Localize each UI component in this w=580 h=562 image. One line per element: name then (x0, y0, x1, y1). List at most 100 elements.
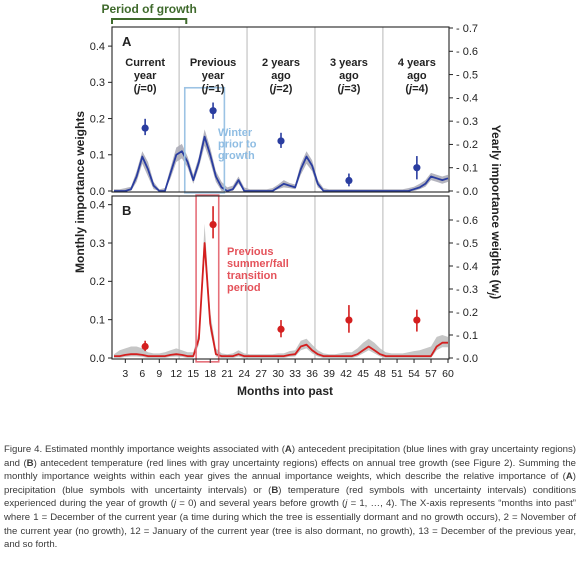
panel-a-right-tick-label: - 0.0 (456, 186, 478, 198)
x-tick-label: 51 (391, 368, 403, 380)
growth-bracket-label: Period of growth (101, 2, 196, 16)
panel-a-yearly-point-4 (413, 164, 421, 172)
panel-b-yearly-point-4 (413, 316, 421, 324)
panel-b-right-tick-label: - 0.0 (456, 353, 478, 365)
figure-caption: Figure 4. Estimated monthly importance w… (4, 443, 576, 552)
figure-chart: 0.0 0.1 0.2 0.3 0.4 - 0.0 - 0.1 - 0.2 - 0.3 - 0.4… (73, 2, 503, 398)
panel-a-right-tick-label: - 0.3 (456, 116, 478, 128)
panel-b-monthly-line (114, 242, 448, 357)
panel-a-right-tick-label: - 0.4 (456, 93, 478, 105)
panel-a-right-tick-label: - 0.2 (456, 139, 478, 151)
winter-annotation-line: prior to (218, 139, 257, 151)
x-tick-label: 12 (170, 368, 182, 380)
year-label-j: (j=0) (134, 83, 157, 95)
y-right-axis-label-sub: j (487, 292, 497, 296)
x-tick-label: 54 (408, 368, 420, 380)
caption-part: j (345, 498, 348, 510)
panel-b-yearly-point-3 (345, 316, 353, 324)
x-tick-label: 3 (122, 368, 128, 380)
caption-part: B (26, 457, 34, 469)
year-label-line1: 4 years (398, 57, 436, 69)
panel-b-uncertainty-band (114, 223, 448, 358)
year-label-line1: 3 years (330, 57, 368, 69)
caption-part: ) antecedent temperature (red lines with… (4, 457, 576, 483)
panel-a-left-tick-label: 0.1 (90, 150, 105, 162)
panel-a-left-tick-label: 0.0 (90, 186, 105, 198)
summer-annotation-line: summer/fall (227, 258, 289, 270)
year-label-j-value: =3) (344, 83, 361, 95)
x-tick-label: 48 (374, 368, 386, 380)
panel-a-right-tick-label: - 0.6 (456, 46, 478, 58)
growth-bracket (111, 18, 188, 24)
year-label-j-value: =0) (140, 83, 157, 95)
year-label-j-value: =1) (208, 83, 225, 95)
x-tick-label: 33 (289, 368, 301, 380)
y-right-axis-label-end: ) (489, 295, 503, 299)
x-tick-label: 6 (139, 368, 145, 380)
year-label-j-var: j (339, 83, 345, 95)
panel-a-yearly-point-2 (277, 137, 285, 145)
panel-b-right-tick-label: - 0.3 (456, 284, 478, 296)
summer-highlight-box (195, 194, 220, 363)
year-label-line1: 2 years (262, 57, 300, 69)
summer-annotation-line: period (227, 282, 261, 294)
panel-b-yearly-point-0 (141, 342, 149, 351)
year-label-j-var: j (271, 83, 277, 95)
panel-a-yearly-point-0 (141, 124, 149, 132)
year-label-j-open: ( (337, 83, 341, 95)
x-tick-label: 27 (255, 368, 267, 380)
x-axis-label: Months into past (237, 384, 333, 398)
x-tick-label: 9 (156, 368, 162, 380)
x-tick-label: 45 (357, 368, 369, 380)
x-tick-label: 57 (425, 368, 437, 380)
x-tick-label: 18 (204, 368, 216, 380)
panel-a-yearly-point-1 (209, 107, 217, 115)
panel-b-left-tick-label: 0.1 (90, 314, 105, 326)
y-right-axis-label-main: Yearly importance weights (w (489, 125, 503, 294)
panel-b-yearly-point-2 (277, 325, 285, 333)
year-label-j-open: ( (405, 83, 409, 95)
winter-annotation-line: growth (218, 150, 255, 162)
panel-a-frame (111, 26, 450, 193)
panel-b-right-tick-label: - 0.6 (456, 215, 478, 227)
panel-a-left-tick-label: 0.2 (90, 113, 105, 125)
panel-b-right-tick-label: - 0.1 (456, 330, 478, 342)
x-tick-label: 42 (340, 368, 352, 380)
summer-annotation-line: Previous (227, 246, 273, 258)
panel-a-monthly-line (114, 135, 449, 192)
caption-part: = 0) and several years before growth ( (176, 498, 346, 510)
panel-a-letter: A (122, 34, 132, 49)
year-label-line2: year (134, 70, 157, 82)
year-label-j-var: j (135, 83, 141, 95)
panel-b-right-tick-label: - 0.4 (456, 261, 478, 273)
x-tick-label: 21 (221, 368, 233, 380)
x-tick-label: 24 (238, 368, 250, 380)
x-tick-label: 39 (323, 368, 335, 380)
winter-annotation-line: Winter (218, 127, 253, 139)
year-label-j: (j=2) (270, 83, 293, 95)
year-label-j-value: =4) (412, 83, 429, 95)
y-left-axis-label: Monthly importance weights (73, 111, 87, 273)
panel-b-right-tick-label: - 0.5 (456, 238, 478, 250)
year-label-j-var: j (203, 83, 209, 95)
year-label-j-value: =2) (276, 83, 293, 95)
caption-part: B (271, 484, 279, 496)
year-label-j: (j=4) (405, 83, 428, 95)
caption-part: A (284, 444, 292, 455)
year-label-j: (j=1) (202, 83, 225, 95)
x-tick-label: 60 (442, 368, 454, 380)
caption-part: ) temperature (red symbols with uncertai… (4, 484, 577, 510)
panel-a-yearly-point-3 (345, 176, 353, 185)
year-label-j-open: ( (202, 83, 206, 95)
year-label-line2: ago (407, 70, 427, 82)
year-label-line1: Current (125, 57, 165, 69)
panel-b-left-tick-label: 0.3 (90, 238, 105, 250)
panel-b-right-tick-label: - 0.2 (456, 307, 478, 319)
panel-a-right-tick-label: - 0.5 (456, 69, 478, 81)
panel-b-left-tick-label: 0.2 (90, 276, 105, 288)
panel-a-left-tick-label: 0.3 (90, 77, 105, 89)
panel-a-left-tick-label: 0.4 (90, 41, 105, 53)
panel-b-left-tick-label: 0.0 (90, 353, 105, 365)
x-tick-label: 36 (306, 368, 318, 380)
year-label-line1: Previous (190, 57, 236, 69)
